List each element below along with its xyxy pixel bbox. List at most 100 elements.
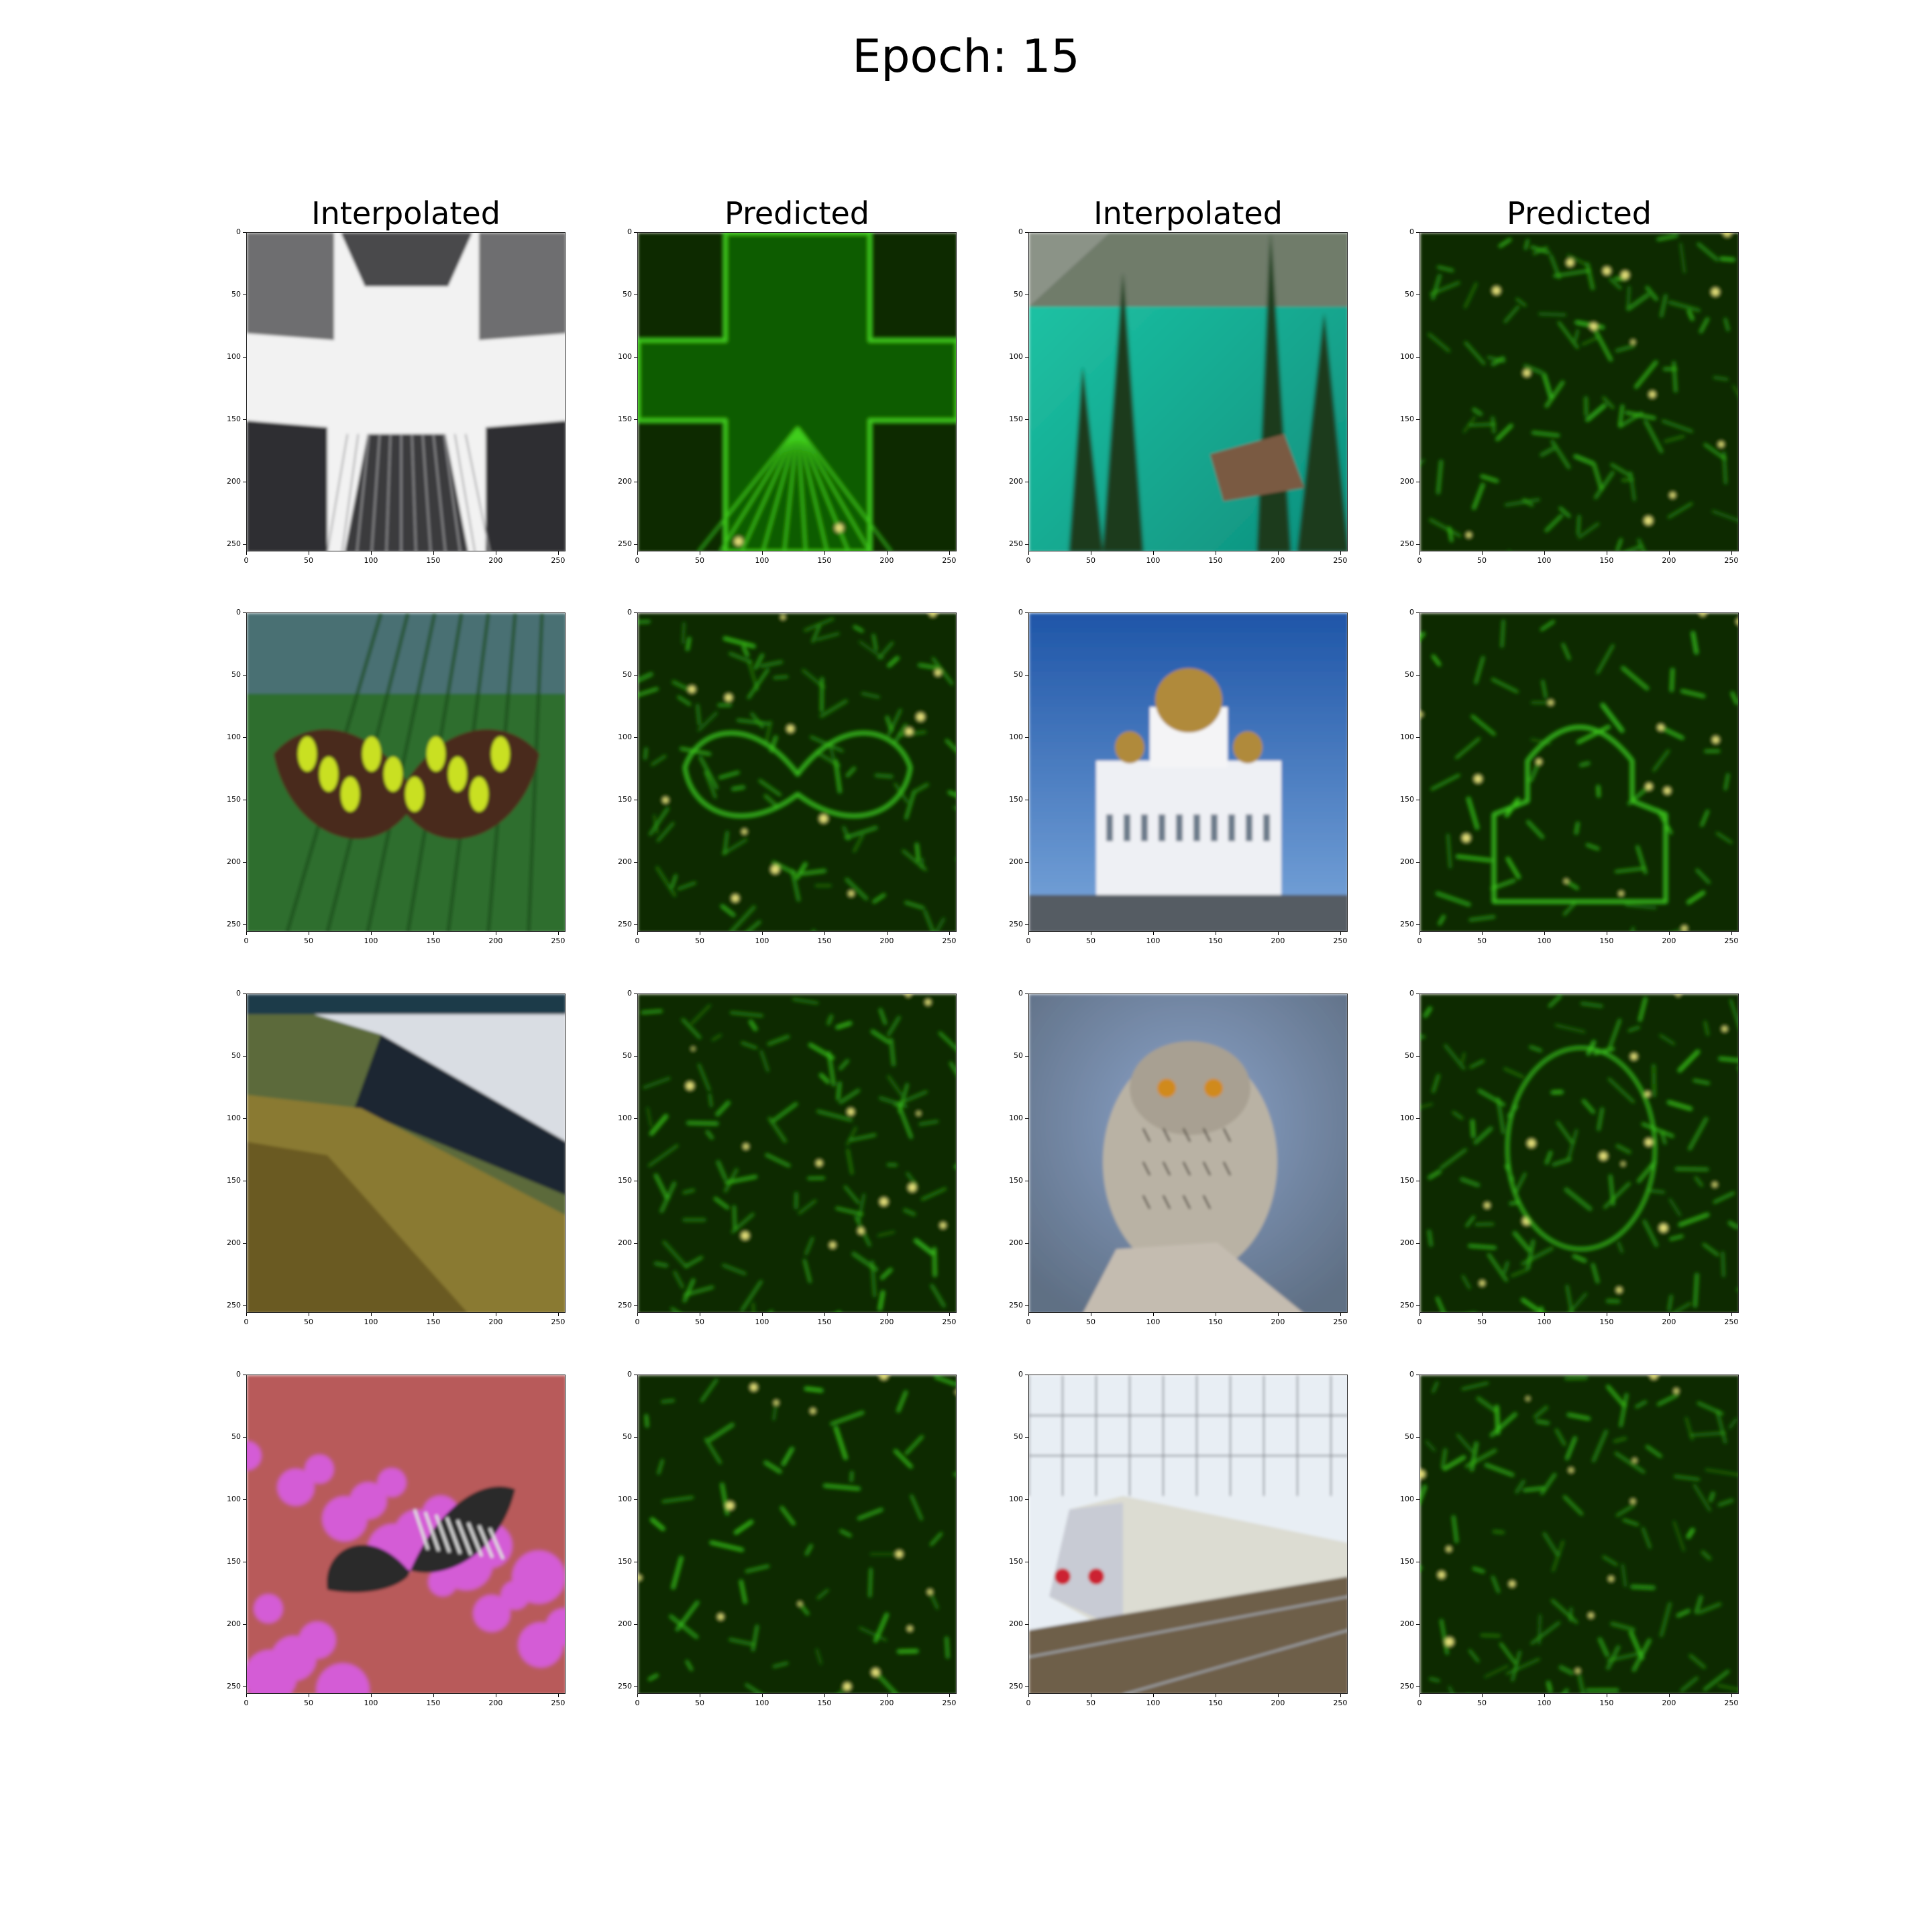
x-tick-label: 100 xyxy=(1537,1699,1552,1707)
y-tick-mark xyxy=(634,861,637,863)
x-tick-mark xyxy=(1028,1694,1029,1697)
x-tick-mark xyxy=(1668,1694,1670,1697)
x-tick-label: 100 xyxy=(1537,1318,1552,1326)
x-tick-label: 150 xyxy=(426,936,441,945)
x-tick-mark xyxy=(949,932,950,935)
y-tick-label: 250 xyxy=(227,919,241,928)
y-tick-mark xyxy=(1025,924,1028,925)
x-tick-mark xyxy=(557,1313,559,1316)
x-tick-label: 0 xyxy=(1417,1318,1422,1326)
x-tick-label: 200 xyxy=(879,936,894,945)
y-tick-mark xyxy=(634,419,637,420)
x-tick-label: 250 xyxy=(942,1318,957,1326)
y-tick-label: 0 xyxy=(627,989,632,998)
y-tick-mark xyxy=(243,1055,246,1057)
x-tick-mark xyxy=(949,551,950,555)
x-tick-label: 0 xyxy=(1417,1699,1422,1707)
x-tick-mark xyxy=(1340,551,1341,555)
y-tick-label: 250 xyxy=(1400,919,1414,928)
y-tick-label: 0 xyxy=(1409,608,1414,616)
y-tick-mark xyxy=(1416,1686,1419,1687)
skyscrapers-looking-up-image xyxy=(638,233,956,551)
y-tick-label: 250 xyxy=(1400,1681,1414,1690)
y-tick-mark xyxy=(243,674,246,676)
y-tick-mark xyxy=(243,1499,246,1500)
x-tick-mark xyxy=(886,551,888,555)
x-tick-mark xyxy=(1277,1694,1279,1697)
x-tick-label: 50 xyxy=(1477,556,1487,565)
column-title-predicted-1: Predicted xyxy=(724,195,869,231)
y-tick-label: 100 xyxy=(227,1494,241,1503)
y-tick-mark xyxy=(634,356,637,358)
green-butterfly-on-leaf-image xyxy=(247,613,565,931)
x-tick-label: 100 xyxy=(755,556,769,565)
x-tick-mark xyxy=(557,932,559,935)
x-tick-label: 50 xyxy=(694,936,704,945)
y-tick-mark xyxy=(1025,861,1028,863)
y-tick-label: 50 xyxy=(1405,669,1414,679)
x-tick-label: 150 xyxy=(817,1318,832,1326)
interpolated-image-r2c1 xyxy=(246,612,566,932)
y-tick-label: 50 xyxy=(623,669,632,679)
column-title-interpolated-2: Interpolated xyxy=(1093,195,1283,231)
y-tick-mark xyxy=(243,1436,246,1438)
y-tick-label: 150 xyxy=(1400,794,1414,804)
x-tick-mark xyxy=(886,932,888,935)
x-tick-label: 200 xyxy=(1662,1699,1676,1707)
y-tick-label: 200 xyxy=(227,476,241,486)
x-tick-mark xyxy=(1668,1313,1670,1316)
y-tick-label: 100 xyxy=(227,732,241,741)
x-tick-label: 0 xyxy=(244,1699,249,1707)
x-tick-mark xyxy=(246,1694,247,1697)
y-tick-label: 150 xyxy=(227,794,241,804)
coastal-cliff-and-surf-image xyxy=(638,994,956,1312)
y-tick-mark xyxy=(243,356,246,358)
y-tick-label: 50 xyxy=(1014,1432,1023,1441)
y-tick-label: 200 xyxy=(1009,1238,1023,1247)
x-tick-mark xyxy=(246,551,247,555)
y-tick-mark xyxy=(1025,1623,1028,1625)
x-tick-label: 100 xyxy=(755,936,769,945)
x-tick-mark xyxy=(886,1313,888,1316)
x-tick-mark xyxy=(1340,1313,1341,1316)
y-tick-mark xyxy=(1025,543,1028,545)
interpolated-image-r3c3 xyxy=(1028,994,1348,1313)
y-tick-mark xyxy=(1025,1686,1028,1687)
y-tick-label: 100 xyxy=(1009,1494,1023,1503)
x-tick-label: 150 xyxy=(1208,556,1223,565)
y-tick-label: 250 xyxy=(618,539,632,548)
y-tick-mark xyxy=(243,1686,246,1687)
y-tick-label: 100 xyxy=(227,1113,241,1122)
x-tick-label: 250 xyxy=(1333,1699,1348,1707)
swallowtail-on-pink-flowers-image xyxy=(247,1375,565,1693)
y-tick-mark xyxy=(1416,419,1419,420)
x-tick-mark xyxy=(1028,551,1029,555)
x-tick-mark xyxy=(1277,932,1279,935)
y-tick-mark xyxy=(1025,612,1028,613)
y-tick-mark xyxy=(243,232,246,233)
x-tick-mark xyxy=(433,551,434,555)
y-tick-label: 150 xyxy=(618,414,632,423)
x-tick-mark xyxy=(1668,551,1670,555)
y-tick-label: 0 xyxy=(236,608,241,616)
y-tick-label: 50 xyxy=(1014,669,1023,679)
x-tick-mark xyxy=(1277,1313,1279,1316)
y-tick-mark xyxy=(1025,294,1028,295)
x-tick-label: 0 xyxy=(244,936,249,945)
x-tick-label: 0 xyxy=(244,1318,249,1326)
y-tick-label: 150 xyxy=(1009,1556,1023,1566)
white-cathedral-golden-domes-image xyxy=(1029,613,1347,931)
y-tick-label: 150 xyxy=(1009,1175,1023,1185)
y-tick-label: 50 xyxy=(1405,289,1414,299)
y-tick-mark xyxy=(243,294,246,295)
y-tick-mark xyxy=(243,1118,246,1119)
coastal-cliff-and-surf-image xyxy=(247,994,565,1312)
y-tick-label: 250 xyxy=(1009,1300,1023,1309)
owl-on-rock-image xyxy=(1029,994,1347,1312)
x-tick-mark xyxy=(1419,1694,1420,1697)
x-tick-mark xyxy=(824,932,825,935)
y-tick-mark xyxy=(243,861,246,863)
y-tick-mark xyxy=(243,1623,246,1625)
y-tick-label: 50 xyxy=(231,1051,241,1060)
x-tick-label: 200 xyxy=(488,556,503,565)
